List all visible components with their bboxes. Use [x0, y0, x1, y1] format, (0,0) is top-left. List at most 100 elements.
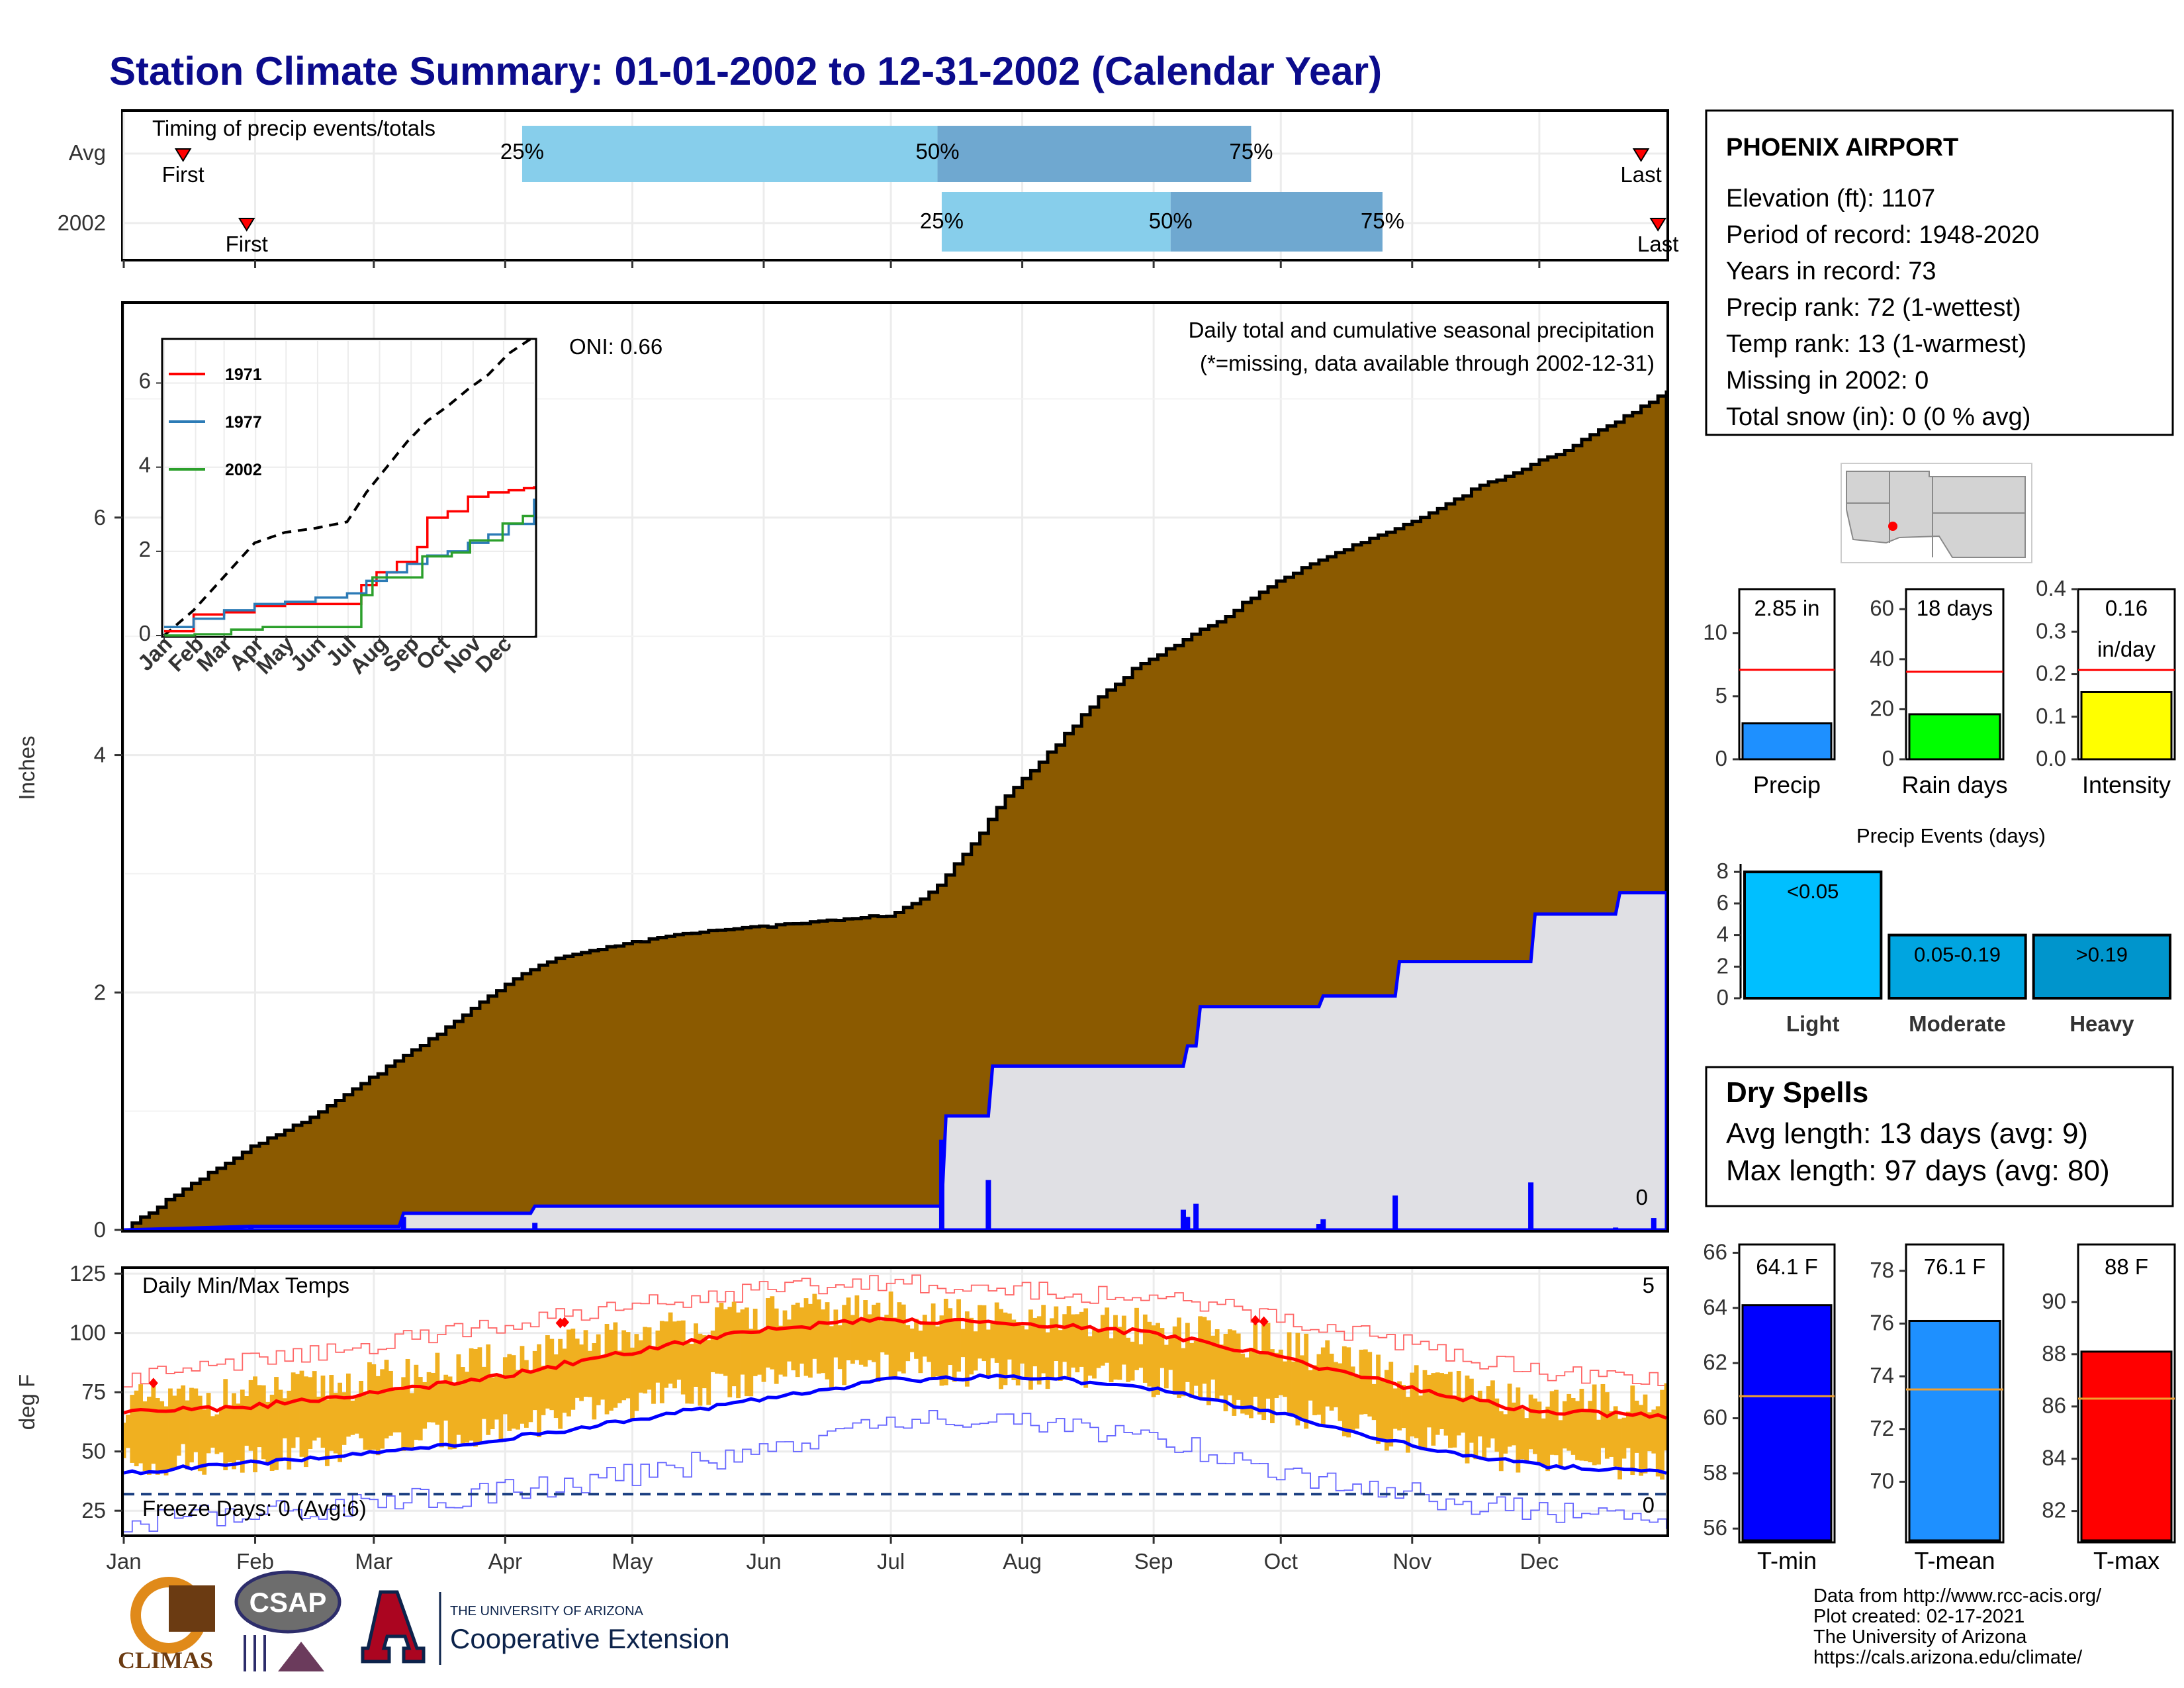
timing-bar-q2 [522, 126, 938, 182]
station-info-line: Temp rank: 13 (1-warmest) [1726, 330, 2026, 358]
daily-temp-bar [142, 1401, 148, 1471]
mini-value-intensity: 0.16 [2105, 596, 2148, 620]
daily-temp-bar [685, 1342, 690, 1404]
oni-value: ONI: 0.66 [569, 334, 662, 359]
mini-y-tick-label: 0.1 [2036, 704, 2066, 728]
daily-temp-bar [787, 1319, 792, 1362]
temp-y-tick-label: 100 [69, 1321, 106, 1345]
daily-temp-bar [439, 1381, 444, 1448]
daily-temp-bar [528, 1372, 533, 1423]
daily-temp-bar [1579, 1388, 1584, 1461]
daily-temp-bar [507, 1354, 512, 1431]
daily-temp-bar [1405, 1397, 1410, 1453]
daily-temp-bar [1342, 1346, 1347, 1436]
events-category-label: Moderate [1909, 1011, 2006, 1036]
temp-bar-y-tick-label: 64 [1703, 1295, 1727, 1319]
daily-temp-bar [265, 1401, 271, 1463]
logos: CLIMAS CSAP THE UNIVERSITY OF ARIZONA Co… [118, 1570, 730, 1673]
daily-temp-bar [935, 1326, 940, 1377]
daily-temp-bar [719, 1303, 724, 1374]
daily-temp-bar [567, 1329, 571, 1417]
events-bar-label: <0.05 [1787, 880, 1839, 903]
precip-y-tick-label: 4 [94, 743, 106, 767]
daily-temp-bar [676, 1321, 682, 1380]
daily-temp-bar [1062, 1314, 1068, 1362]
daily-temp-bar [1334, 1362, 1338, 1407]
daily-temp-bar [914, 1319, 919, 1359]
daily-temp-bar [922, 1315, 927, 1357]
daily-temp-bar [460, 1367, 465, 1444]
inset-avg-line [163, 335, 535, 637]
daily-temp-bar [850, 1315, 855, 1364]
temp-bar-y-tick-label: 90 [2042, 1289, 2066, 1313]
first-event-marker [174, 148, 192, 162]
daily-temp-bar [1494, 1398, 1500, 1452]
daily-temp-bar [1524, 1418, 1529, 1463]
daily-temp-bar [1639, 1405, 1643, 1476]
daily-temp-bar [1083, 1308, 1089, 1388]
daily-temp-bar [621, 1330, 627, 1401]
events-bar [2032, 933, 2172, 1000]
mini-y-tick-label: 0.0 [2036, 746, 2066, 771]
climas-logo: CLIMAS [118, 1577, 215, 1673]
dry-max-length: Max length: 97 days (avg: 80) [1726, 1154, 2110, 1187]
daily-temp-bar [1050, 1318, 1054, 1380]
daily-temp-bar [1567, 1393, 1572, 1451]
daily-temp-bar [523, 1360, 529, 1428]
daily-temp-bar [1541, 1418, 1546, 1467]
temp-bar-y-tick-label: 82 [2042, 1498, 2066, 1523]
station-box: PHOENIX AIRPORT Elevation (ft): 1107 Peri… [1705, 109, 2174, 436]
events-bar-label: 0.05-0.19 [1914, 943, 2001, 966]
mini-bar-precip [1741, 722, 1833, 761]
daily-temp-bar [227, 1407, 232, 1463]
daily-temp-bar [1096, 1329, 1101, 1368]
timing-pct-label: 75% [1229, 139, 1273, 164]
mini-bar-intensity [2080, 690, 2173, 761]
daily-temp-bar [1028, 1309, 1033, 1390]
daily-temp-bar [1498, 1411, 1504, 1472]
daily-precip-bars [248, 1139, 1657, 1230]
events-bar [1743, 870, 1883, 1000]
daily-temp-bar [354, 1395, 359, 1434]
daily-temp-bar [1490, 1380, 1495, 1438]
timing-pct-label: 50% [1149, 209, 1193, 233]
daily-temp-bar [1473, 1399, 1479, 1460]
daily-temp-bar [1388, 1362, 1394, 1447]
mini-y-tick-label: 60 [1870, 596, 1894, 620]
climas-mark [169, 1585, 215, 1632]
daily-temp-bar [367, 1362, 372, 1450]
record-low-line [124, 1410, 1667, 1533]
missing-count: 0 [1636, 1185, 1648, 1209]
daily-temp-bar [1283, 1361, 1288, 1397]
station-info-line: Total snow (in): 0 (0 % avg) [1726, 403, 2030, 431]
daily-temp-bar [1032, 1317, 1038, 1367]
daily-temp-bar [1270, 1349, 1275, 1423]
daily-temp-bar [736, 1312, 741, 1399]
daily-precip-bar [985, 1180, 991, 1230]
daily-temp-bar [240, 1389, 245, 1473]
daily-temp-bar [1570, 1398, 1576, 1455]
daily-temp-bar [1338, 1363, 1343, 1421]
mini-label-precip: Precip [1753, 771, 1821, 798]
daily-temp-bar [1643, 1394, 1648, 1474]
daily-temp-bar [574, 1338, 580, 1398]
daily-temp-bar [147, 1396, 152, 1475]
daily-temp-bar [749, 1329, 754, 1397]
daily-temp-bar [1210, 1335, 1216, 1380]
daily-temp-bar [897, 1302, 902, 1372]
temp-bar-label-tmean: T-mean [1914, 1547, 1995, 1574]
station-info-line: Missing in 2002: 0 [1726, 367, 1929, 395]
daily-temp-bar [1350, 1366, 1355, 1432]
daily-temp-bar [799, 1307, 805, 1364]
daily-temp-bar [558, 1338, 563, 1429]
daily-temp-bar [1071, 1314, 1075, 1368]
daily-temp-bar [905, 1325, 911, 1362]
ua-small-text: THE UNIVERSITY OF ARIZONA [450, 1604, 644, 1618]
daily-temp-bar [583, 1330, 588, 1397]
daily-temp-bar [1240, 1353, 1246, 1414]
daily-temp-bar [888, 1291, 893, 1378]
daily-temp-bar [1609, 1411, 1614, 1457]
events-y-tick-label: 8 [1717, 859, 1729, 883]
station-info-line: Period of record: 1948-2020 [1726, 221, 2039, 249]
daily-temp-bar [592, 1343, 597, 1420]
